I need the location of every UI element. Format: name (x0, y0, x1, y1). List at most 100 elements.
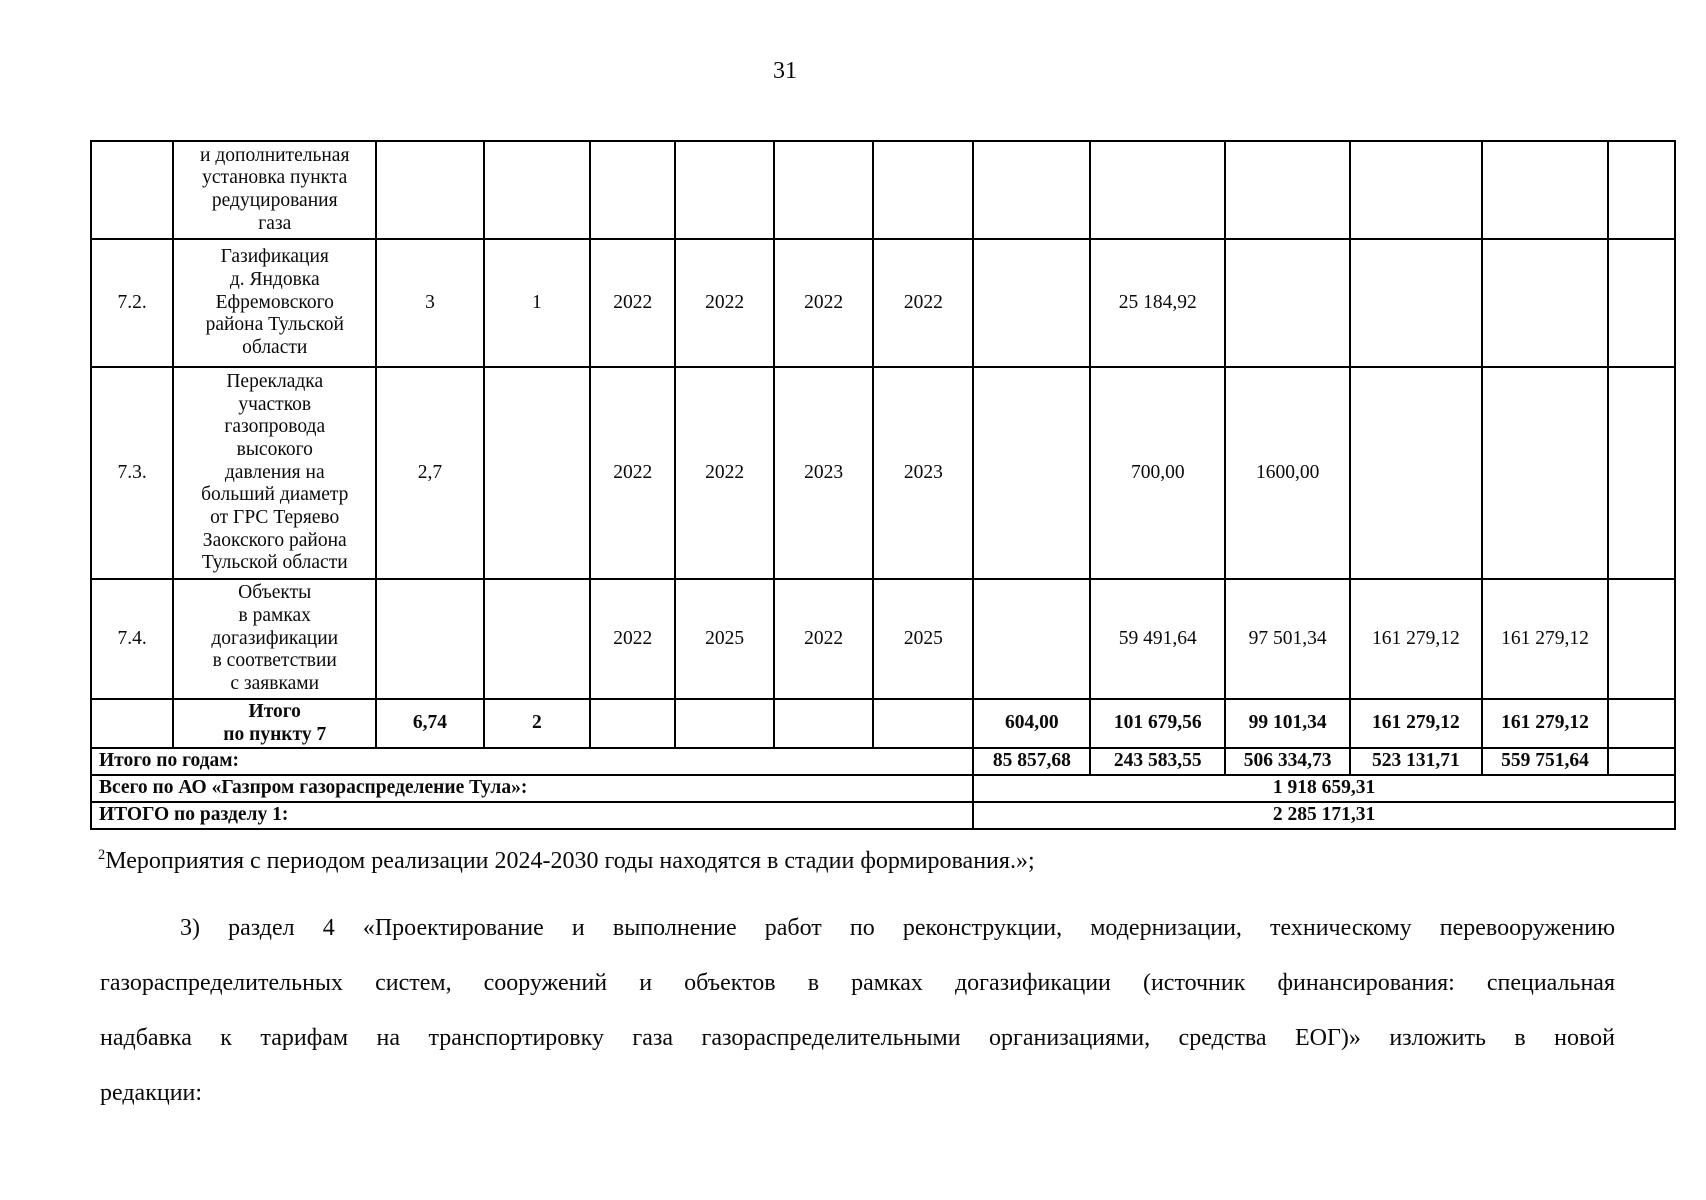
table-cell: 25 184,92 (1089, 238, 1227, 368)
cell-section-total-value: 2 285 171,31 (972, 801, 1676, 831)
table-cell: 101 679,56 (1089, 697, 1227, 750)
paragraph-line: редакции: (100, 1080, 203, 1106)
table-cell: 243 583,55 (1089, 747, 1227, 777)
table-body: и дополнительная установка пункта редуци… (89, 140, 1676, 831)
table-cell: 161 279,12 (1480, 697, 1610, 750)
table-cell: 6,74 (375, 697, 485, 750)
table-cell: 161 279,12 (1349, 697, 1483, 750)
paragraph-line: газораспределительных систем, сооружений… (100, 970, 1615, 996)
table-cell (1349, 238, 1483, 368)
table-cell: 2025 (674, 578, 775, 700)
table-cell: 523 131,71 (1349, 747, 1483, 777)
table-cell: 2022 (588, 578, 677, 700)
table-cell: 1 (482, 238, 591, 368)
table-cell: 99 101,34 (1224, 697, 1352, 750)
table-cell: 506 334,73 (1224, 747, 1352, 777)
table-cell (588, 697, 677, 750)
table-cell: 2025 (872, 578, 975, 700)
table-row: 7.3. Перекладка участков газопровода высо… (89, 366, 1676, 580)
page-number: 31 (773, 58, 797, 84)
cell-item-number: 7.4. (89, 578, 175, 700)
table-cell: 97 501,34 (1224, 578, 1352, 700)
table-cell: 59 491,64 (1089, 578, 1227, 700)
table-cell (674, 697, 775, 750)
cell-project-name: Газификация д. Яндовка Ефремовского райо… (172, 238, 378, 368)
table-cell (972, 238, 1092, 368)
table-cell: 161 279,12 (1349, 578, 1483, 700)
table-cell (972, 140, 1092, 240)
paragraph-line: надбавка к тарифам на транспортировку га… (100, 1025, 1615, 1051)
table-cell (1607, 578, 1676, 700)
table-cell (972, 366, 1092, 580)
table-cell (1607, 140, 1676, 240)
table-cell: 2022 (872, 238, 975, 368)
table-cell: 2 (482, 697, 591, 750)
cell-item-number: 7.3. (89, 366, 175, 580)
table-cell: 2023 (772, 366, 875, 580)
table-cell (1607, 747, 1676, 777)
table-cell: 2022 (588, 366, 677, 580)
cell-section-total-label: ИТОГО по разделу 1: (89, 801, 975, 831)
cell-total-by-years-label: Итого по годам: (89, 747, 975, 777)
gas-projects-table: и дополнительная установка пункта редуци… (89, 140, 1676, 831)
table-cell (674, 140, 775, 240)
table-cell: 2022 (674, 238, 775, 368)
table-row: Итого по годам: 85 857,68 243 583,55 506 33… (89, 747, 1676, 777)
table-cell: 2022 (772, 238, 875, 368)
table-cell (1480, 140, 1610, 240)
table-cell (1480, 366, 1610, 580)
table-cell: 2,7 (375, 366, 485, 580)
table-cell (375, 140, 485, 240)
table-cell: 2023 (872, 366, 975, 580)
cell-company-total-label: Всего по АО «Газпром газораспределение Т… (89, 774, 975, 804)
table-cell (772, 697, 875, 750)
table-cell (1224, 140, 1352, 240)
table-cell: 2022 (588, 238, 677, 368)
table-cell: 559 751,64 (1480, 747, 1610, 777)
cell-item-number (89, 140, 175, 240)
cell-project-name-continued: и дополнительная установка пункта редуци… (172, 140, 378, 240)
amendment-paragraph: 3) раздел 4 «Проектирование и выполнение… (100, 901, 1615, 1121)
table-cell (1607, 697, 1676, 750)
table-cell (872, 697, 975, 750)
table-cell (1607, 238, 1676, 368)
table-cell: 700,00 (1089, 366, 1227, 580)
table-cell: 3 (375, 238, 485, 368)
table-row: Итого по пункту 7 6,74 2 604,00 101 679,56 99… (89, 697, 1676, 750)
cell-project-name: Объекты в рамках догазификации в соответ… (172, 578, 378, 700)
table-cell (972, 578, 1092, 700)
table-cell (375, 578, 485, 700)
cell-project-name: Перекладка участков газопровода высокого… (172, 366, 378, 580)
table-cell: 161 279,12 (1480, 578, 1610, 700)
cell-subtotal-label: Итого по пункту 7 (172, 697, 378, 750)
table-cell (1089, 140, 1227, 240)
paragraph-line: 3) раздел 4 «Проектирование и выполнение… (180, 915, 1615, 941)
table-cell (1349, 140, 1483, 240)
table-cell: 2022 (674, 366, 775, 580)
table-cell (482, 140, 591, 240)
table-cell: 2022 (772, 578, 875, 700)
footnote: 2Мероприятия с периодом реализации 2024-… (98, 848, 1615, 875)
cell-company-total-value: 1 918 659,31 (972, 774, 1676, 804)
table-cell (482, 578, 591, 700)
table-row: ИТОГО по разделу 1: 2 285 171,31 (89, 801, 1676, 831)
table-cell: 604,00 (972, 697, 1092, 750)
cell-item-number: 7.2. (89, 238, 175, 368)
table-cell (772, 140, 875, 240)
table-cell (482, 366, 591, 580)
cell-item-number (89, 697, 175, 750)
footnote-marker: 2 (98, 847, 106, 863)
table-cell (1607, 366, 1676, 580)
table-cell (1480, 238, 1610, 368)
table-cell: 85 857,68 (972, 747, 1092, 777)
footnote-text: Мероприятия с периодом реализации 2024-2… (105, 848, 1035, 874)
table-row: 7.2. Газификация д. Яндовка Ефремовского … (89, 238, 1676, 368)
table-row: Всего по АО «Газпром газораспределение Т… (89, 774, 1676, 804)
table-cell (1224, 238, 1352, 368)
table-cell (1349, 366, 1483, 580)
table-cell (872, 140, 975, 240)
table-cell: 1600,00 (1224, 366, 1352, 580)
table-cell (588, 140, 677, 240)
table-row: и дополнительная установка пункта редуци… (89, 140, 1676, 240)
